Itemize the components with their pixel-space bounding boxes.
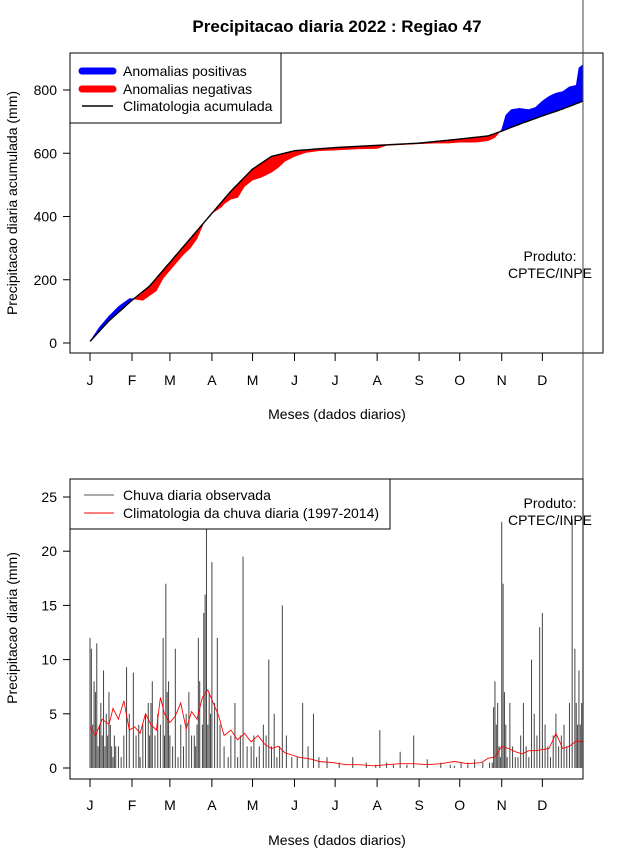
- daily-y-label: Precipitacao diaria (mm): [4, 552, 20, 704]
- y-tick-label: 25: [41, 489, 57, 505]
- legend-label-positive: Anomalias positivas: [123, 63, 247, 79]
- positive-anomaly-area: [500, 64, 584, 133]
- x-tick-label: N: [497, 797, 507, 813]
- x-tick-label: S: [414, 372, 423, 388]
- x-tick-label: N: [497, 372, 507, 388]
- x-tick-label: J: [332, 372, 339, 388]
- x-tick-label: M: [247, 372, 259, 388]
- y-tick-label: 15: [41, 597, 57, 613]
- daily-legend: Chuva diaria observada Climatologia da c…: [69, 478, 391, 530]
- chart-title: Precipitacao diaria 2022 : Regiao 47: [192, 17, 481, 36]
- legend-label-observed: Chuva diaria observada: [123, 487, 271, 503]
- product-note-line-1: Produto:: [524, 495, 577, 511]
- x-tick-label: J: [87, 797, 94, 813]
- y-tick-label: 10: [41, 652, 57, 668]
- observed-daily-bars: [89, 0, 584, 768]
- y-tick-label: 5: [49, 706, 57, 722]
- y-tick-label: 200: [34, 272, 58, 288]
- product-note-line-2: CPTEC/INPE: [508, 512, 592, 528]
- daily-y-axis: 0 5 10 15 20 25: [41, 489, 71, 776]
- product-note-line-1: Produto:: [524, 248, 577, 264]
- x-tick-label: M: [164, 797, 176, 813]
- accumulated-x-label: Meses (dados diarios): [268, 406, 406, 422]
- daily-x-label: Meses (dados diarios): [268, 832, 406, 848]
- x-tick-label: D: [537, 797, 547, 813]
- x-tick-label: A: [207, 372, 217, 388]
- legend-label-climatology: Climatologia acumulada: [123, 98, 273, 114]
- legend-label-negative: Anomalias negativas: [123, 81, 252, 97]
- accumulated-y-label: Precipitacao diaria acumulada (mm): [4, 91, 20, 315]
- x-tick-label: A: [372, 797, 382, 813]
- accumulated-panel: 0 200 400 600 800 J F M A M J J A S O N D Meses (dados …: [4, 52, 604, 422]
- daily-legend-box: [69, 478, 391, 530]
- x-tick-label: M: [247, 797, 259, 813]
- legend-label-climatology-daily: Climatologia da chuva diaria (1997-2014): [123, 505, 379, 521]
- x-tick-label: O: [454, 797, 465, 813]
- accumulated-y-axis: 0 200 400 600 800: [34, 82, 71, 351]
- climatology-daily-line: [89, 689, 584, 767]
- x-tick-label: J: [291, 372, 298, 388]
- x-tick-label: J: [87, 372, 94, 388]
- x-tick-label: A: [372, 372, 382, 388]
- accumulated-legend-box: [69, 52, 282, 124]
- x-tick-label: O: [454, 372, 465, 388]
- x-tick-label: J: [332, 797, 339, 813]
- y-tick-label: 0: [49, 760, 57, 776]
- negative-anomaly-area: [212, 130, 501, 213]
- x-tick-label: M: [164, 372, 176, 388]
- y-tick-label: 400: [34, 209, 58, 225]
- x-tick-label: S: [414, 797, 423, 813]
- x-tick-label: F: [128, 797, 137, 813]
- x-tick-label: J: [291, 797, 298, 813]
- accumulated-legend: Anomalias positivas Anomalias negativas …: [69, 52, 282, 124]
- y-tick-label: 800: [34, 82, 58, 98]
- y-tick-label: 0: [49, 335, 57, 351]
- x-tick-label: A: [207, 797, 217, 813]
- y-tick-label: 600: [34, 145, 58, 161]
- x-tick-label: F: [128, 372, 137, 388]
- y-tick-label: 20: [41, 543, 57, 559]
- climatology-accumulated-line: [89, 100, 584, 342]
- x-tick-label: D: [537, 372, 547, 388]
- product-note-line-2: CPTEC/INPE: [508, 265, 592, 281]
- daily-panel: 0 5 10 15 20 25 J F M A M J J A S O N D Meses (dados dia…: [4, 0, 592, 848]
